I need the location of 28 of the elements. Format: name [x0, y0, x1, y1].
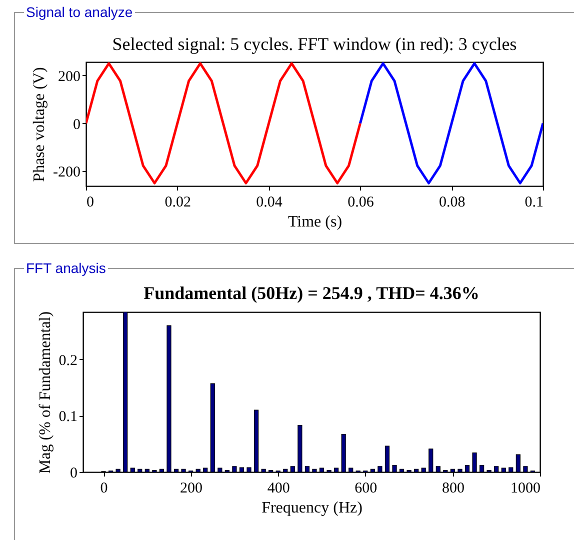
x-tick-label: 400 — [267, 480, 290, 496]
y-tick-label: 0.1 — [58, 409, 78, 426]
x-tick-label: 0 — [86, 194, 94, 210]
x-tick-label: 800 — [442, 480, 464, 496]
x-tick-label: 600 — [354, 480, 378, 496]
x-axis-title: Frequency (Hz) — [262, 500, 362, 516]
y-tick-label: 0 — [73, 116, 80, 133]
x-tick-label: 200 — [180, 480, 203, 496]
x-tick-label: 1000 — [510, 480, 540, 496]
y-axis-title: Phase voltage (V) — [31, 67, 48, 182]
x-tick-label: 0.02 — [164, 194, 192, 210]
y-tick-label: 0 — [70, 466, 78, 482]
x-axis-title: Time (s) — [288, 214, 342, 230]
y-axis-title: Mag (% of Fundamental) — [36, 311, 54, 474]
chart-title: Selected signal: 5 cycles. FFT window (in red): 3 cycles — [112, 34, 517, 54]
x-tick-label: 0.08 — [438, 194, 466, 210]
x-tick-label: 0.1 — [524, 194, 544, 210]
y-tick-label: -200 — [53, 164, 80, 181]
line-series — [86, 62, 362, 184]
text: Signal to analyze — [24, 4, 135, 20]
y-tick-label: 0.2 — [58, 352, 78, 369]
y-tick-label: 200 — [58, 68, 80, 85]
x-tick-label: 0.06 — [348, 194, 374, 210]
line-series — [358, 62, 543, 184]
x-tick-label: 0 — [100, 480, 108, 496]
x-tick-label: 0.04 — [256, 194, 283, 210]
chart-title: Fundamental (50Hz) = 254.9 , THD= 4.36% — [144, 282, 480, 303]
text: FFT analysis — [24, 260, 108, 276]
